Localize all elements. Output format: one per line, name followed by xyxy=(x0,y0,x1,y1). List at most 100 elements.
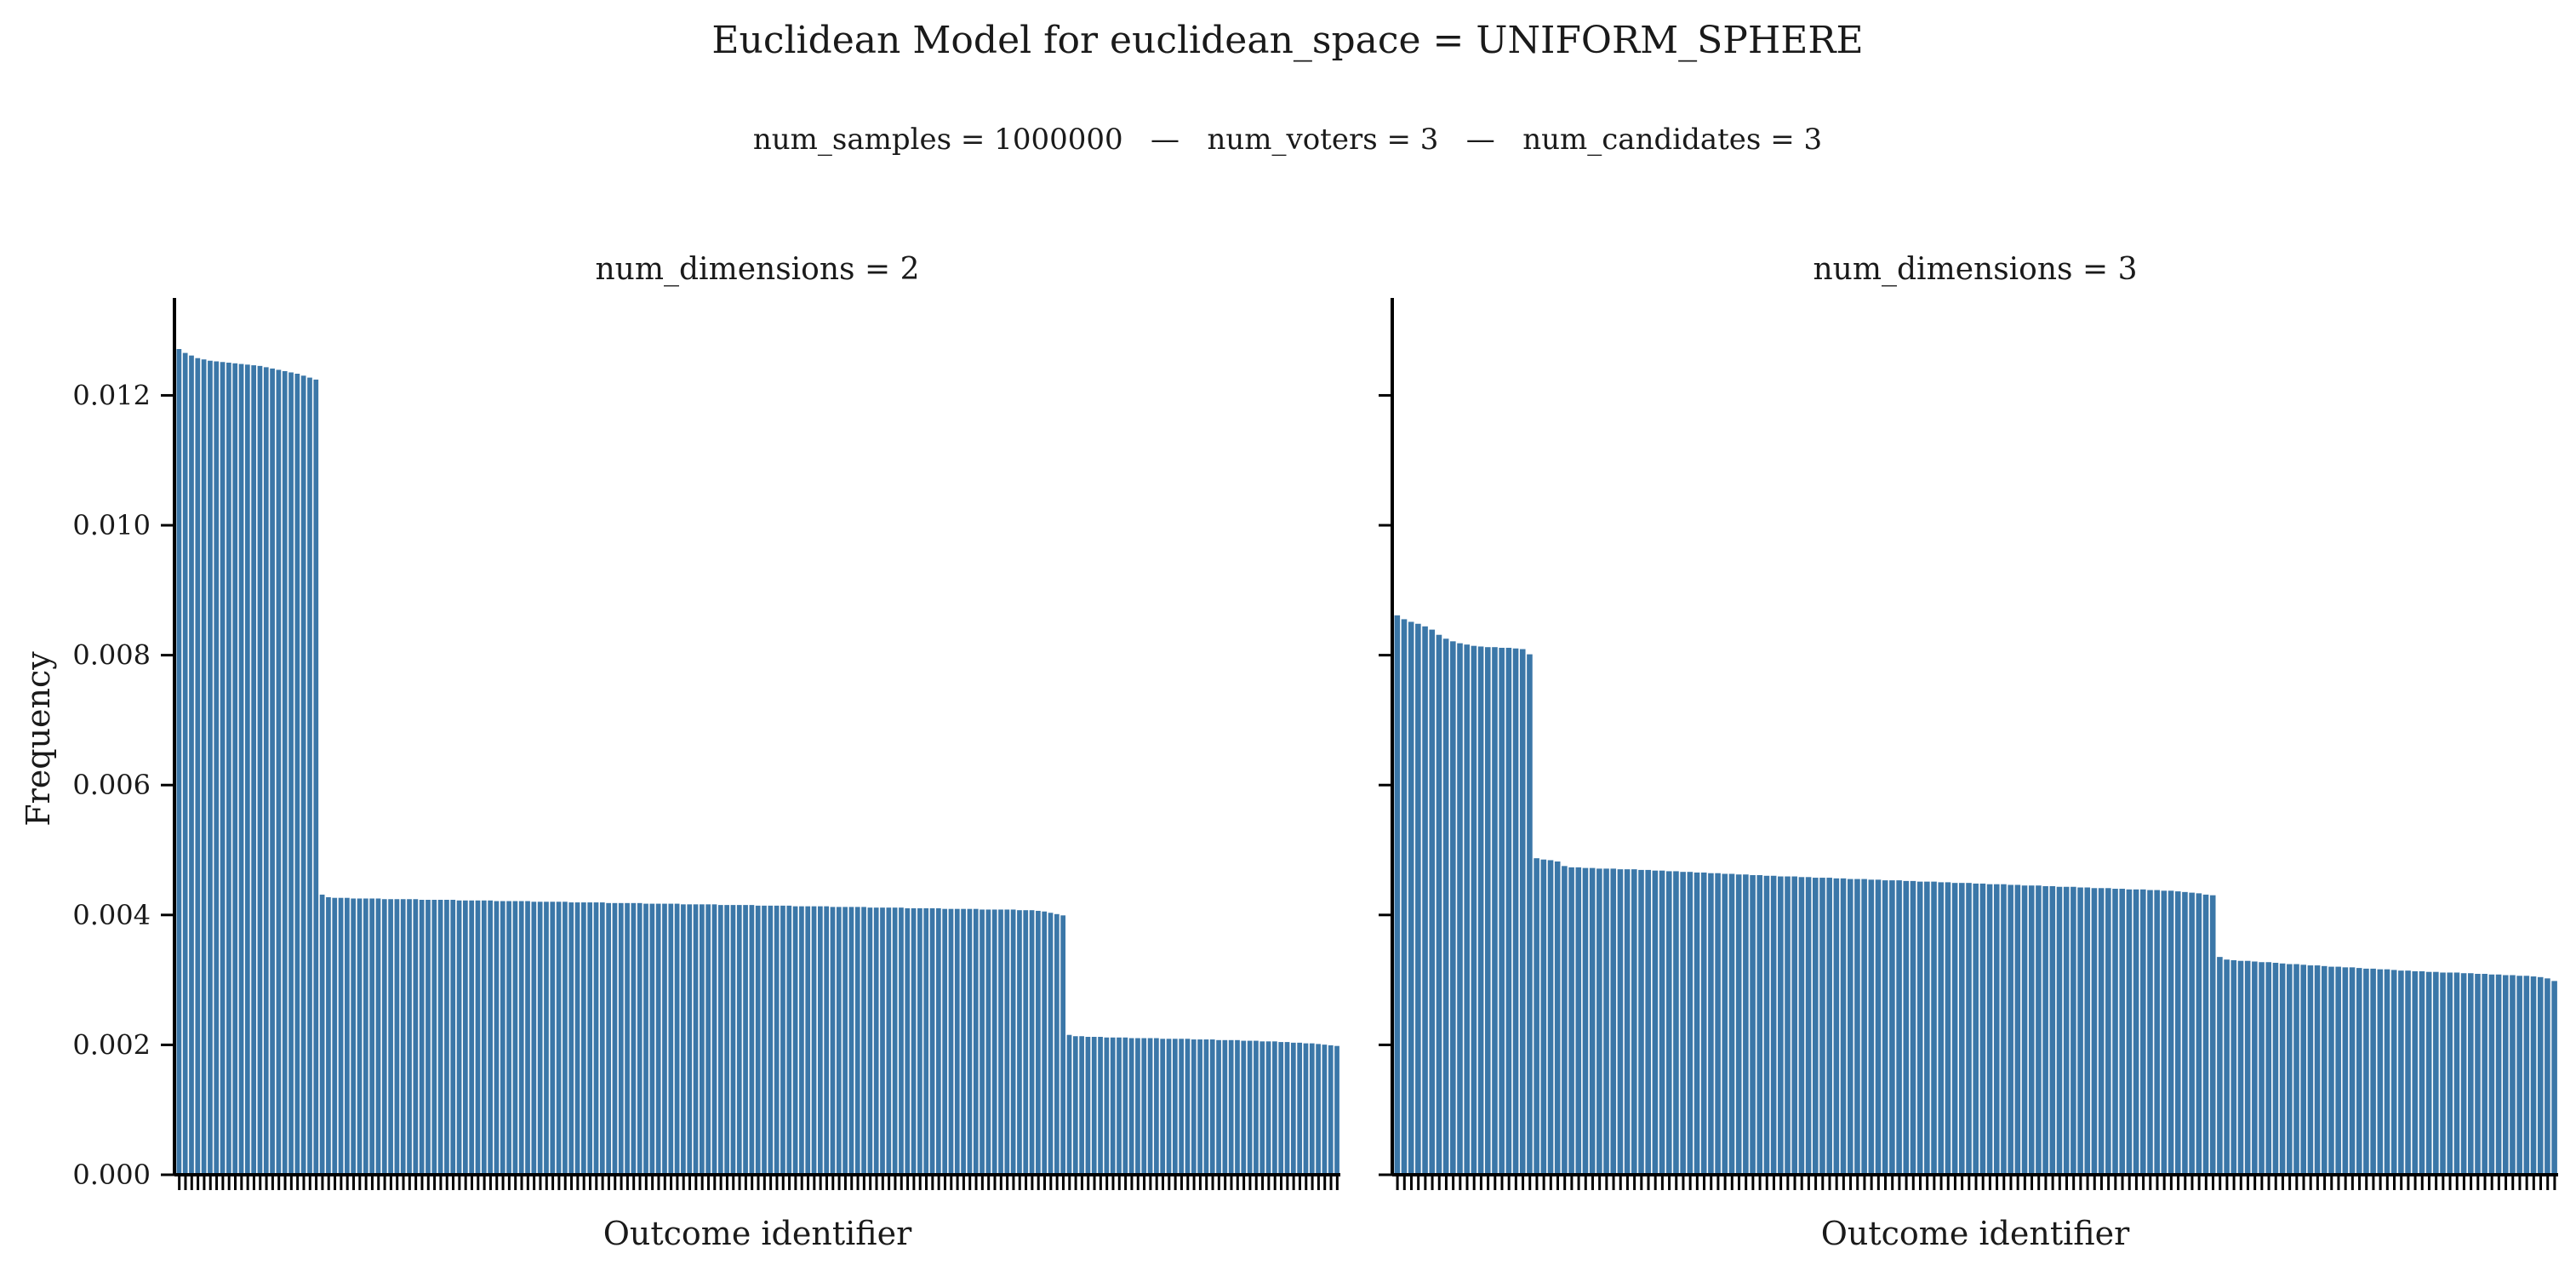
bar xyxy=(474,899,482,1176)
bar xyxy=(2020,884,2029,1176)
bar xyxy=(2007,884,2014,1176)
bar xyxy=(1839,877,1848,1176)
bar xyxy=(2097,887,2105,1176)
bar xyxy=(2090,887,2099,1176)
bar xyxy=(1122,1036,1129,1176)
bar xyxy=(1958,882,1966,1176)
bar xyxy=(872,907,880,1176)
bar xyxy=(443,899,450,1176)
bar xyxy=(2062,885,2071,1176)
bar xyxy=(406,898,413,1176)
bar xyxy=(654,902,662,1176)
bar xyxy=(1895,879,1903,1176)
bar xyxy=(1511,647,1520,1176)
bar xyxy=(2459,972,2468,1176)
bar xyxy=(2139,888,2147,1176)
bar xyxy=(860,906,867,1176)
bar xyxy=(1178,1038,1185,1176)
bar xyxy=(2070,885,2077,1176)
bar xyxy=(705,903,712,1176)
bar xyxy=(735,904,743,1176)
bar xyxy=(2348,966,2356,1176)
bar xyxy=(2509,974,2516,1176)
bar xyxy=(1165,1038,1173,1176)
bar xyxy=(1699,871,1708,1176)
bar xyxy=(598,902,606,1176)
bar xyxy=(1518,648,1527,1176)
bar xyxy=(1414,622,1422,1176)
bar xyxy=(1756,874,1764,1176)
panel-num-dimensions-2: num_dimensions = 2 0.0000.0020.0040.0060… xyxy=(20,252,1340,1252)
bar xyxy=(804,905,812,1176)
bar xyxy=(2013,884,2022,1176)
y-axis-ticks xyxy=(1379,393,1392,1176)
bar xyxy=(1505,646,1513,1176)
bar xyxy=(1749,874,1756,1176)
bar xyxy=(997,908,1004,1176)
bar xyxy=(1097,1035,1104,1176)
y-tick-label: 0.002 xyxy=(72,1028,151,1061)
bar xyxy=(524,900,531,1176)
bar xyxy=(2446,971,2454,1176)
bar xyxy=(754,904,762,1176)
bar xyxy=(2181,890,2189,1176)
bar xyxy=(306,376,313,1176)
bar xyxy=(1623,868,1631,1176)
bar xyxy=(2132,888,2140,1176)
bar xyxy=(1283,1041,1291,1176)
bar xyxy=(580,902,587,1176)
bar xyxy=(1679,871,1687,1176)
bar xyxy=(2216,956,2224,1176)
bar xyxy=(966,907,974,1176)
bar xyxy=(2355,967,2363,1176)
bar xyxy=(331,896,339,1176)
bar xyxy=(1003,908,1011,1176)
bar xyxy=(1109,1036,1117,1176)
bar xyxy=(2362,967,2370,1176)
bar xyxy=(2418,970,2426,1176)
bar xyxy=(555,901,563,1176)
bar xyxy=(368,897,375,1176)
bar xyxy=(1456,642,1464,1176)
bar xyxy=(237,363,245,1176)
bar xyxy=(848,906,855,1176)
bar xyxy=(2369,967,2377,1176)
bar xyxy=(1246,1039,1254,1176)
bar xyxy=(1616,868,1625,1176)
bar xyxy=(748,904,756,1176)
bar xyxy=(791,905,799,1176)
bar xyxy=(1581,867,1590,1176)
bar xyxy=(374,897,382,1176)
bar xyxy=(723,904,730,1176)
bar xyxy=(879,907,886,1176)
bar xyxy=(917,907,923,1176)
bar xyxy=(611,902,619,1176)
bar xyxy=(1860,878,1868,1176)
bar xyxy=(2076,886,2084,1176)
bar xyxy=(1602,867,1610,1176)
bar xyxy=(1561,865,1568,1176)
bar xyxy=(1784,875,1791,1176)
y-tick-label: 0.004 xyxy=(72,899,151,931)
bar xyxy=(455,899,463,1176)
bar xyxy=(1146,1037,1154,1176)
bar xyxy=(2328,965,2335,1176)
panel-title: num_dimensions = 2 xyxy=(596,252,920,287)
bar xyxy=(2481,972,2488,1176)
bar xyxy=(1134,1037,1141,1176)
bar xyxy=(1526,653,1534,1176)
bar xyxy=(1483,646,1492,1176)
bar xyxy=(1470,644,1478,1176)
y-tick-label: 0.008 xyxy=(72,639,151,672)
bar xyxy=(2243,959,2252,1176)
bar xyxy=(1259,1040,1266,1176)
bar xyxy=(842,906,848,1176)
bar xyxy=(2397,970,2405,1176)
bar xyxy=(1202,1039,1210,1176)
bar xyxy=(2251,960,2259,1176)
y-axis-ticks: 0.000 0.002 0.004 0.006 0.008 0.010 0.012 xyxy=(72,379,174,1191)
bar xyxy=(985,908,992,1176)
bar xyxy=(2487,973,2496,1176)
bar xyxy=(1065,1033,1073,1176)
